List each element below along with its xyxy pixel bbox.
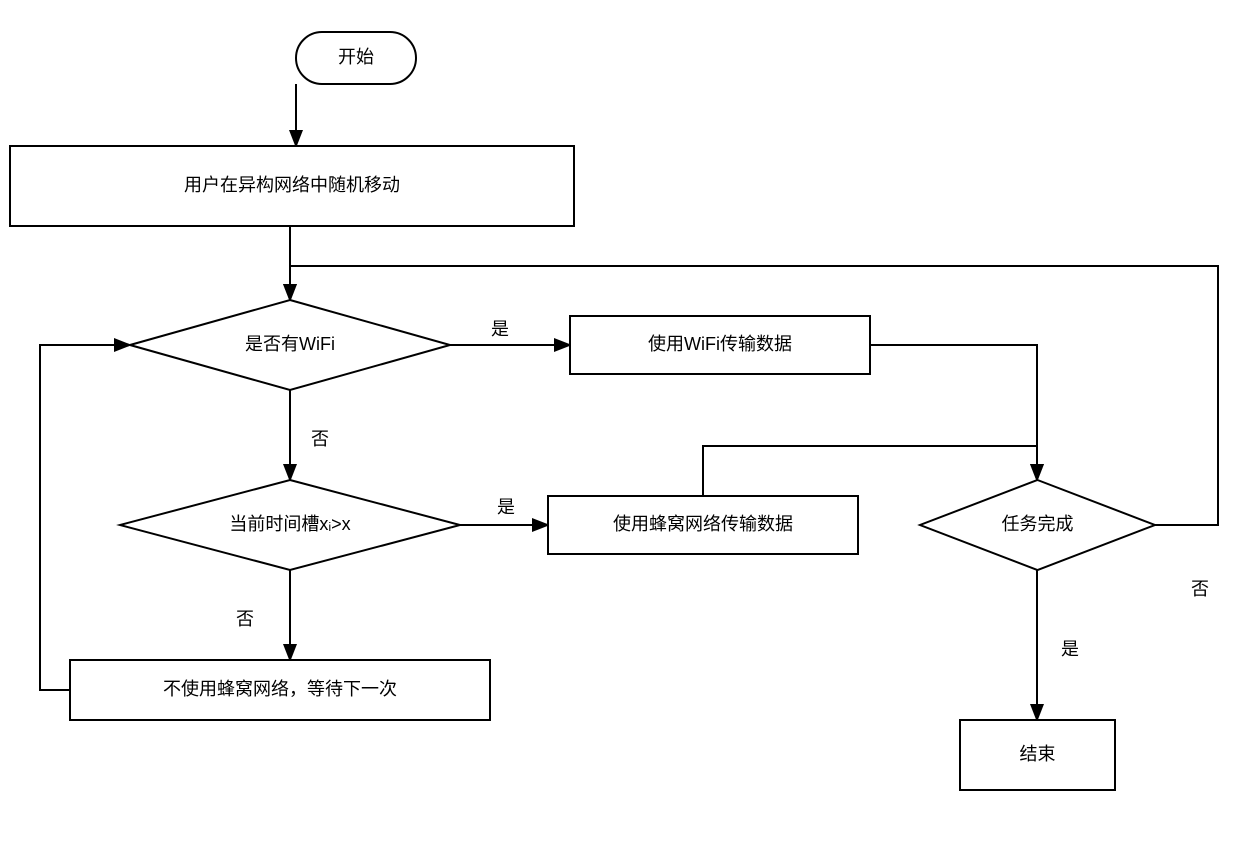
edge-label-wifi-usewifi: 是 [491,319,509,339]
node-label-end: 结束 [1020,744,1056,764]
node-usecell: 使用蜂窝网络传输数据 [548,496,858,554]
node-label-wait: 不使用蜂窝网络，等待下一次 [163,679,397,699]
node-usewifi: 使用WiFi传输数据 [570,316,870,374]
node-label-usewifi: 使用WiFi传输数据 [648,334,792,354]
edge-usewifi-taskdone [870,345,1037,480]
node-timeslot: 当前时间槽xᵢ>x [120,480,460,570]
edge-wait-wifi [40,345,130,690]
node-label-usecell: 使用蜂窝网络传输数据 [613,514,793,534]
node-start: 开始 [296,32,416,84]
edge-taskdone-wifi [290,266,1218,525]
node-label-move: 用户在异构网络中随机移动 [184,175,400,195]
node-label-wifi: 是否有WiFi [245,334,335,354]
node-label-timeslot: 当前时间槽xᵢ>x [229,514,350,534]
edge-label-wifi-timeslot: 否 [311,429,329,449]
node-wifi: 是否有WiFi [130,300,450,390]
node-move: 用户在异构网络中随机移动 [10,146,574,226]
node-taskdone: 任务完成 [920,480,1155,570]
node-wait: 不使用蜂窝网络，等待下一次 [70,660,490,720]
edge-label-taskdone-end: 是 [1061,639,1079,659]
node-end: 结束 [960,720,1115,790]
node-label-taskdone: 任务完成 [1002,514,1074,534]
edge-label-timeslot-wait: 否 [236,609,254,629]
edge-label-timeslot-usecell: 是 [497,497,515,517]
node-label-start: 开始 [338,47,374,67]
edge-usecell-taskdone [703,446,1037,496]
edge-label-taskdone-wifi: 否 [1191,579,1209,599]
